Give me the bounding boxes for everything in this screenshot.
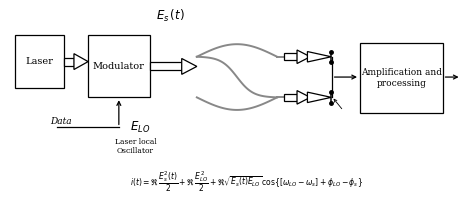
Text: Amplification and
processing: Amplification and processing (361, 68, 442, 88)
Bar (284, 94, 297, 101)
Text: Modulator: Modulator (93, 62, 145, 71)
Bar (15, 35, 64, 88)
Polygon shape (182, 59, 197, 74)
Polygon shape (297, 50, 310, 63)
Polygon shape (308, 52, 331, 62)
Bar (64, 58, 74, 66)
Text: $E_{LO}$: $E_{LO}$ (130, 120, 150, 135)
Bar (88, 35, 150, 97)
Polygon shape (74, 54, 88, 70)
Text: Laser: Laser (26, 57, 54, 66)
Bar (150, 62, 182, 71)
Bar (284, 53, 297, 60)
Text: $i(t) = \mathfrak{R}\,\dfrac{E_s^2(t)}{2} + \mathfrak{R}\,\dfrac{E_{LO}^2}{2} + : $i(t) = \mathfrak{R}\,\dfrac{E_s^2(t)}{2… (130, 169, 363, 194)
Polygon shape (308, 92, 331, 103)
Polygon shape (297, 91, 310, 104)
Text: $E_s\,(t)$: $E_s\,(t)$ (156, 8, 185, 24)
Text: Data: Data (50, 117, 72, 126)
Text: Laser local
Oscillator: Laser local Oscillator (115, 138, 156, 155)
Bar (360, 43, 443, 113)
